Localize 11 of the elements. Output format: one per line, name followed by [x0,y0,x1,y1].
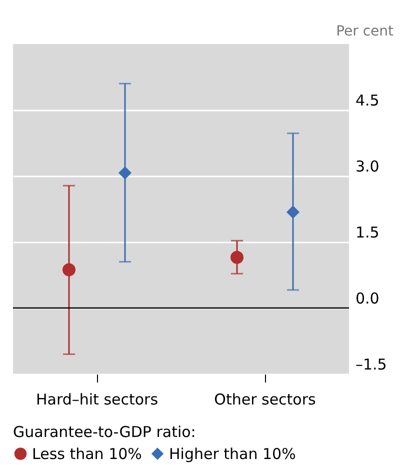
y-tick-label: 0.0 [356,290,380,308]
y-tick-label: –1.5 [356,356,387,374]
y-tick-label: 3.0 [356,158,380,176]
x-tick-label: Other sectors [214,390,316,408]
y-axis-title: Per cent [336,24,394,40]
legend-label: Less than 10% [32,444,142,463]
y-tick-label: 1.5 [356,224,380,242]
legend-title: Guarantee-to-GDP ratio: [13,423,196,441]
y-tick-label: 4.5 [356,92,380,110]
x-tick-label: Hard–hit sectors [36,390,158,408]
legend-label: Higher than 10% [169,444,296,463]
